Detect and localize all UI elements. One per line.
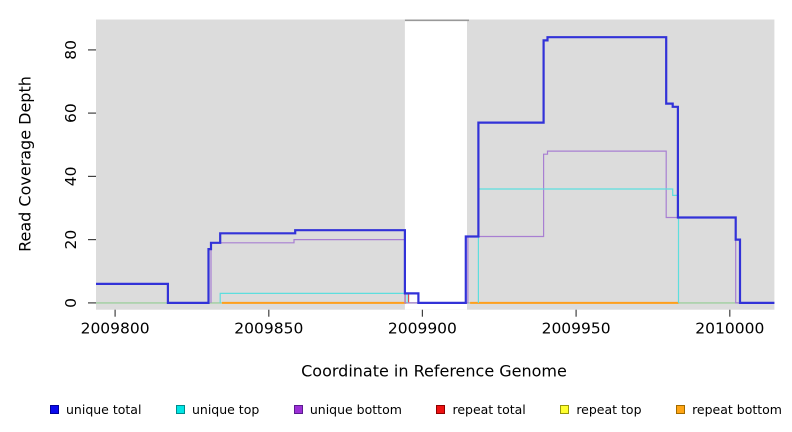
x-axis-tick-label: 2010000 [695, 320, 764, 338]
y-axis-tick-label: 80 [62, 40, 80, 60]
x-axis-label: Coordinate in Reference Genome [301, 361, 567, 381]
y-axis-tick-label: 40 [62, 167, 80, 187]
y-axis-tick-label: 20 [62, 230, 80, 250]
x-axis-tick-label: 2009900 [388, 320, 457, 338]
legend-swatch-icon [436, 404, 446, 414]
legend-label: repeat top [576, 401, 642, 417]
legend: unique total unique top unique bottom repea… [50, 400, 782, 418]
legend-swatch-icon [293, 404, 303, 414]
legend-label: unique total [66, 401, 142, 417]
legend-item-repeat-top: repeat top [560, 401, 642, 417]
legend-swatch-icon [560, 404, 570, 414]
legend-label: repeat total [452, 401, 526, 417]
series-unique-top-line [219, 292, 408, 303]
legend-swatch-icon [175, 404, 185, 414]
legend-label: unique bottom [309, 401, 402, 417]
legend-swatch-icon [50, 404, 59, 414]
legend-item-repeat-total: repeat total [436, 401, 526, 417]
y-axis-tick-label: 0 [62, 298, 80, 308]
x-axis-tick-label: 2009850 [234, 320, 303, 338]
legend-label: unique top [191, 401, 260, 417]
x-axis-tick-label: 2009950 [542, 320, 611, 338]
coverage-gap-region [404, 19, 467, 310]
legend-swatch-icon [676, 404, 686, 414]
y-axis-tick-label: 60 [62, 103, 80, 123]
x-axis-tick-label: 2009800 [81, 320, 150, 338]
legend-item-repeat-bottom: repeat bottom [676, 402, 782, 417]
y-axis-label: Read Coverage Depth [15, 76, 35, 252]
legend-item-unique-bottom: unique bottom [293, 401, 402, 417]
legend-item-unique-total: unique total [50, 402, 141, 417]
legend-item-unique-top: unique top [175, 401, 260, 417]
series-unique-total-line [96, 36, 775, 304]
legend-label: repeat bottom [692, 401, 782, 417]
